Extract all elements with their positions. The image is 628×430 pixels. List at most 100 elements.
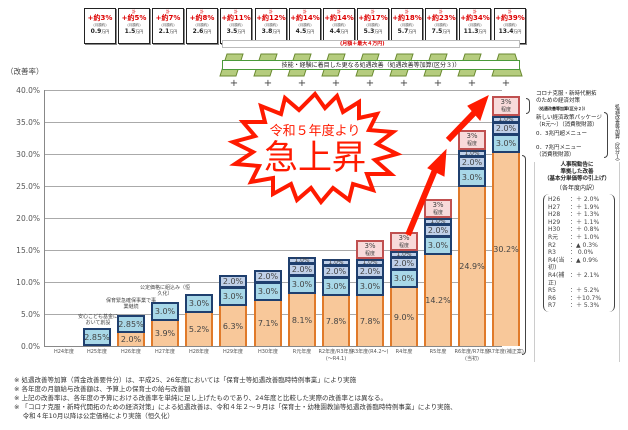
y-tick: 25.0%: [16, 182, 40, 191]
bar-segment: 8.1%: [288, 294, 316, 346]
burst-text-line1: 令和５年度より: [269, 124, 361, 139]
bar-segment: 5.2%: [185, 313, 213, 346]
bar-segment: 7.8%: [356, 296, 384, 346]
bar-segment: 3.0%: [322, 277, 350, 296]
bar-segment-pink: 3% 程度: [492, 96, 520, 116]
bar-segment: 2.85%: [83, 328, 111, 346]
legend-corona: コロナ克服・新時代開拓 のための経済対策 （処遇改善等加算(区分２)）: [536, 91, 597, 111]
footnote: ※ 各年度の月額給与改善額は、予算上の保育士の給与改善額: [14, 385, 191, 393]
x-tick: H27年度: [154, 349, 176, 355]
x-tick: R7年度(補正案): [488, 349, 524, 355]
bar-segment: 3.0%: [151, 302, 179, 321]
bar-segment: 3.0%: [390, 269, 418, 288]
rising-arrows-icon: [405, 95, 489, 237]
bar-segment: 3.0%: [185, 294, 213, 313]
increase-box: +約3% (月額約) 0.9万円: [84, 8, 116, 44]
bar-segment: 3.0%: [288, 275, 316, 294]
y-tick: 20.0%: [16, 214, 40, 223]
legend-menu03: 0．3兆円超メニュー: [536, 131, 587, 137]
increase-box: 計 +約18% (月額約) 5.7万円: [391, 8, 423, 44]
x-tick: H26年度: [120, 349, 142, 355]
bar-segment: 2.0%: [254, 270, 282, 283]
bar-segment: 2.0%: [322, 265, 350, 278]
bar-segment: 3.0%: [492, 134, 520, 153]
y-tick: 30.0%: [16, 150, 40, 159]
increase-box: 計 +約17% (月額約) 5.3万円: [357, 8, 389, 44]
bar-segment: 2.0%: [288, 263, 316, 276]
footnote: 令和４年10月以降は公定価格により実施（恒久化）: [14, 412, 174, 420]
bar-segment: 24.9%: [458, 187, 486, 346]
burst-shape-icon: [227, 90, 403, 205]
bar-segment-pink: 3% 程度: [458, 130, 486, 150]
x-tick: R2年度/R3年度(〜R4.1): [318, 349, 354, 362]
bar-segment: 1.0%: [492, 116, 520, 123]
footnote: ※ 「コロナ克服・新時代開拓のための経済対策」による処遇改善は、令和４年２〜９月…: [14, 403, 457, 411]
max-note-bar: [222, 40, 520, 48]
bar-segment: 2.0%: [390, 257, 418, 270]
bar-segment: 2.0%: [356, 265, 384, 278]
x-tick: R3年度(R4.2〜): [351, 349, 389, 355]
bar-segment: 2.0%: [492, 122, 520, 135]
legend-menu07: 0．7兆円メニュー （消費税財源）: [536, 145, 582, 158]
bar-segment: 1.0%: [424, 218, 452, 225]
brace-icon: [526, 98, 530, 114]
footnote: ※ 処遇改善等加算（賃金改善要件分）は、平成25、26年度においては「保育士等処…: [14, 376, 357, 384]
increase-box: 計 +約8% (月額約) 2.6万円: [186, 8, 218, 44]
brace-icon: [522, 155, 526, 355]
x-tick: R元年度: [292, 349, 312, 355]
bar-segment: 3.0%: [219, 287, 247, 306]
bar-segment: 1.0%: [322, 259, 350, 266]
x-tick: R6年度/R7年度(当初): [454, 349, 490, 362]
y-tick: 15.0%: [16, 246, 40, 255]
y-tick: 40.0%: [16, 86, 40, 95]
y-tick: 35.0%: [16, 118, 40, 127]
bar-segment: 2.0%: [117, 333, 145, 346]
increase-box: 計 +約23% (月額約) 7.5万円: [425, 8, 457, 44]
increase-box: 計 +約34% (月額約) 11.3万円: [459, 8, 491, 44]
bar-segment: 2.0%: [424, 224, 452, 237]
x-tick: H30年度: [257, 349, 279, 355]
bar-segment-pink: 3% 程度: [390, 232, 418, 251]
x-tick: H28年度: [188, 349, 210, 355]
increase-box: 計 +約7% (月額約) 2.1万円: [152, 8, 184, 44]
y-axis-title: （改善率）: [6, 67, 44, 76]
breakdown-list: H26 ：＋ 2.0% H27 ：＋ 1.9% H28 ：＋ 1.3% H29 ：＋ 1…: [543, 194, 615, 312]
bar-segment: 3.0%: [424, 236, 452, 255]
bar-segment: 3.0%: [254, 282, 282, 301]
bar-segment: 3.9%: [151, 321, 179, 346]
annotation-h27: 公定価格に組込み（恒久化）: [140, 285, 191, 297]
legend-vertical: 処遇改善等加算（区分１）: [614, 104, 620, 164]
x-tick: H29年度: [222, 349, 244, 355]
max-note: (月額＋最大４万円): [340, 41, 385, 47]
bar-segment: 2.0%: [219, 275, 247, 288]
green-band-label: 技能・経験に着目した更なる処遇改善（処遇改善等加算(区分３)）: [222, 60, 520, 70]
y-tick: 0.0%: [20, 342, 40, 351]
bar-segment: 3.0%: [356, 277, 384, 296]
x-tick: R5年度: [429, 349, 447, 355]
bar-segment: 2.0%: [458, 156, 486, 169]
y-tick: 10.0%: [16, 278, 40, 287]
legend-package: 新しい経済政策パッケージ （R元〜）（消費税財源）: [536, 115, 602, 128]
bar-segment: 1.0%: [288, 257, 316, 264]
brace-icon: [604, 112, 608, 158]
bar-segment: 7.1%: [254, 301, 282, 346]
x-tick: R4年度: [395, 349, 413, 355]
annotation-h25: 安心こども基金において創設: [77, 314, 118, 326]
bar-segment-pink: 3% 程度: [424, 199, 452, 218]
burst-text-line2: 急上昇: [264, 138, 366, 178]
bar-segment: 1.0%: [458, 150, 486, 157]
increase-box: 計 +約5% (月額約) 1.5万円: [118, 8, 150, 44]
bar-segment: 30.2%: [492, 153, 520, 346]
increase-box: 計 +約14% (月額約) 4.4万円: [323, 8, 355, 44]
increase-box: 計 +約14% (月額約) 4.5万円: [289, 8, 321, 44]
bar-segment: 14.2%: [424, 255, 452, 346]
bar-segment: 9.0%: [390, 288, 418, 346]
x-tick: H24年度: [53, 349, 75, 355]
increase-box: 計 +約39% (月額約) 13.4万円: [494, 8, 526, 44]
y-tick: 5.0%: [20, 310, 40, 319]
jinji-panel: 人事院勧告に 準拠した改善 （基本分単価等の引上げ） （各年度内訳） H26 ：＋…: [534, 162, 620, 362]
increase-box: 計 +約12% (月額約) 3.8万円: [255, 8, 287, 44]
bar-segment-pink: 3% 程度: [356, 240, 384, 259]
annotation-h26: 保育緊急確保事業で事業継続: [105, 298, 156, 310]
bar-segment: 2.85%: [117, 315, 145, 333]
